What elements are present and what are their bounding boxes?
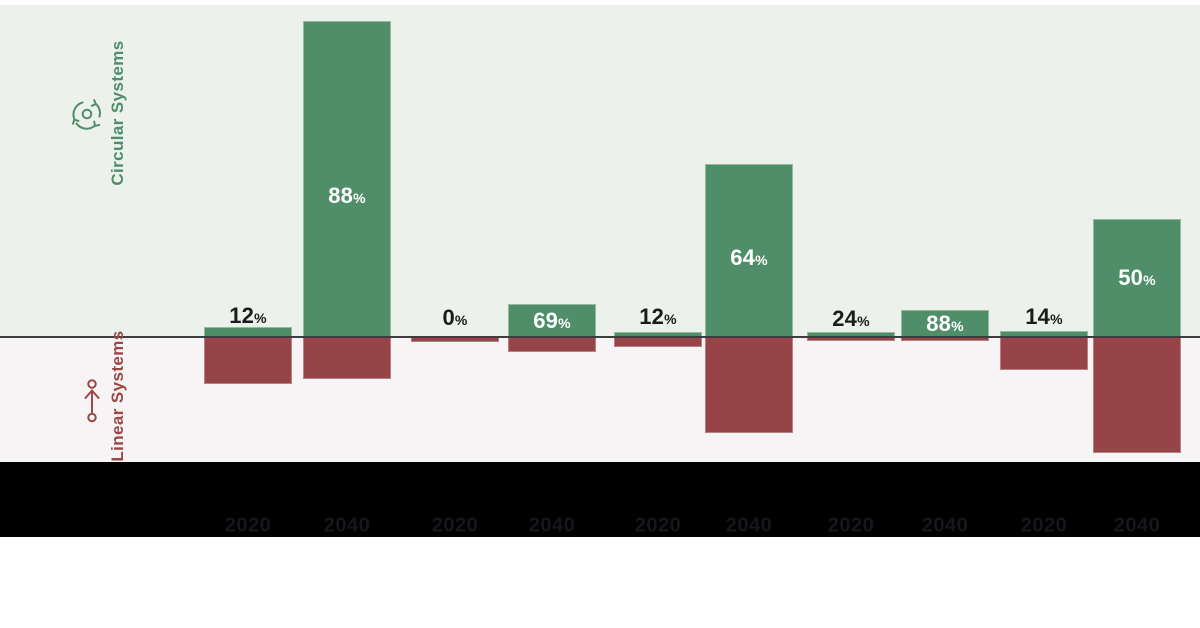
bar-linear — [614, 338, 702, 347]
plot-area-circular — [0, 5, 1200, 336]
bar-circular — [807, 332, 895, 336]
bar-value-label: 88% — [926, 311, 964, 336]
year-tick-label: 2020 — [827, 514, 875, 537]
bar-linear — [411, 338, 499, 342]
bar-linear — [508, 338, 596, 352]
circular-systems-axis-label: Circular Systems — [108, 40, 127, 186]
bar-value-label: 64% — [730, 245, 768, 270]
bar-circular — [614, 332, 702, 336]
bar-circular — [1000, 331, 1088, 336]
bar-value-label: 50% — [1118, 265, 1156, 290]
baseline-axis — [0, 336, 1200, 338]
bar-linear — [807, 338, 895, 341]
bar-value-label: 12% — [229, 303, 267, 328]
bar-circular — [705, 164, 793, 336]
linear-systems-axis-label: Linear Systems — [108, 330, 127, 462]
bar-linear — [204, 338, 292, 384]
bar-value-label: 0% — [442, 305, 468, 330]
bar-linear — [705, 338, 793, 433]
bar-circular — [901, 310, 989, 336]
bar-circular — [508, 304, 596, 336]
year-tick-label: 2020 — [431, 514, 479, 537]
bar-value-label: 12% — [639, 304, 677, 329]
year-tick-label: 2020 — [634, 514, 682, 537]
circular-arrows-icon — [72, 99, 101, 130]
year-tick-label: 2040 — [528, 514, 576, 537]
year-tick-label: 2020 — [1020, 514, 1068, 537]
year-tick-label: 2040 — [1113, 514, 1161, 537]
bar-circular — [1093, 219, 1181, 336]
year-tick-label: 2040 — [323, 514, 371, 537]
bar-linear — [1000, 338, 1088, 370]
bar-linear — [901, 338, 989, 341]
linear-path-icon — [84, 379, 100, 423]
bar-circular — [303, 21, 391, 336]
year-tick-label: 2020 — [224, 514, 272, 537]
bar-value-label: 88% — [328, 183, 366, 208]
bar-linear — [303, 338, 391, 379]
bar-value-label: 24% — [832, 306, 870, 331]
bar-linear — [1093, 338, 1181, 453]
year-tick-label: 2040 — [725, 514, 773, 537]
year-tick-label: 2040 — [921, 514, 969, 537]
x-axis-band — [0, 462, 1200, 537]
bar-value-label: 14% — [1025, 304, 1063, 329]
bar-circular — [204, 327, 292, 336]
bar-value-label: 69% — [533, 308, 571, 333]
